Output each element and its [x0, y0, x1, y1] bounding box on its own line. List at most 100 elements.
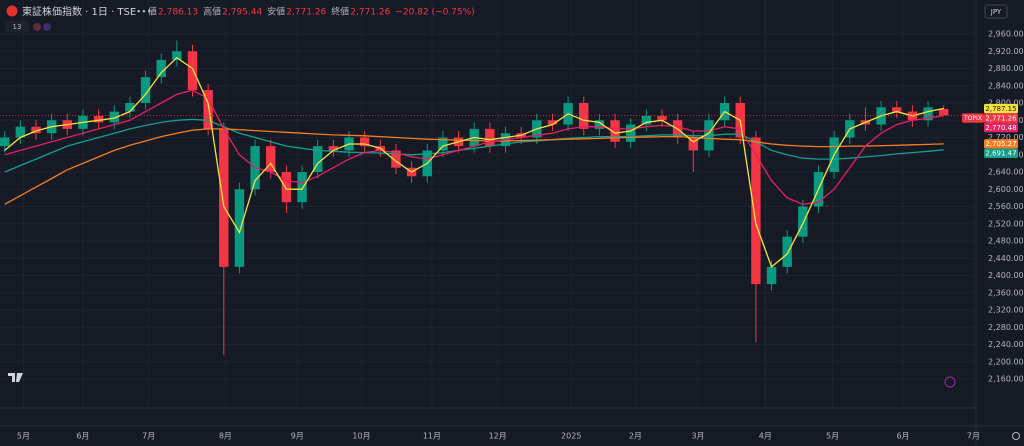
candle-body: [782, 236, 792, 267]
candle: [798, 200, 808, 244]
y-tick-label: 2,720.00: [988, 133, 1024, 142]
candle: [359, 131, 370, 153]
candle-body: [313, 146, 323, 172]
candle-body: [203, 90, 213, 129]
candle-body: [626, 124, 636, 142]
quote-value: 2,795.44: [222, 8, 262, 18]
indicator-icon[interactable]: [33, 23, 41, 31]
quote-label: 値: [148, 6, 157, 18]
price-label-box: [984, 139, 1018, 149]
candle: [219, 122, 229, 356]
candle-body: [328, 146, 339, 151]
x-tick-label: 10月: [352, 432, 370, 441]
y-tick-label: 2,560.00: [988, 202, 1024, 211]
moving-average-line: [4, 128, 944, 205]
price-label: 2,691.47: [985, 150, 1016, 158]
candle-body: [109, 111, 119, 123]
candle-body: [156, 59, 166, 78]
candle-body: [0, 137, 10, 147]
candle-body: [641, 115, 652, 125]
indicator-icon[interactable]: [43, 23, 51, 31]
candle-body: [187, 51, 198, 91]
candle-body: [657, 115, 667, 121]
header: 東証株価指数 · 1日 · TSE ••• 値 2,786.13 高値 2,795.4…: [5, 4, 1008, 32]
x-tick-label: 7月: [967, 432, 980, 441]
price-label: 2,705.27: [985, 140, 1016, 148]
y-tick-label: 2,840.00: [988, 81, 1024, 90]
candle: [391, 143, 401, 175]
price-label-box: [984, 113, 1018, 123]
quote-value: 2,771.26: [350, 8, 390, 18]
candle-body: [266, 146, 276, 172]
candle: [485, 122, 495, 153]
candle: [328, 139, 339, 157]
candle-body: [15, 126, 26, 138]
x-tick-label: 6月: [76, 432, 89, 441]
x-tick-label: 7月: [142, 432, 155, 441]
quote-value: 2,771.26: [286, 8, 326, 18]
y-tick-label: 2,520.00: [988, 219, 1024, 228]
price-label-box: [984, 148, 1018, 159]
candle-body: [93, 115, 104, 123]
settings-icon[interactable]: [1012, 432, 1020, 440]
candle-body: [140, 77, 151, 103]
candle-body: [125, 103, 135, 112]
x-tick-label: 2月: [629, 432, 642, 441]
candle-body: [594, 120, 605, 129]
moving-average-line: [4, 118, 944, 173]
symbol-tag-box: [962, 113, 984, 123]
price-label-box: [984, 122, 1018, 133]
candle-body: [766, 266, 777, 285]
candle-body: [234, 189, 245, 267]
menu-dots[interactable]: •••: [136, 8, 152, 18]
candle: [187, 44, 198, 97]
alert-icon[interactable]: [944, 376, 956, 388]
candle: [140, 70, 151, 110]
y-tick-label: 2,480.00: [988, 237, 1024, 246]
candle: [626, 118, 636, 149]
y-tick-label: 2,440.00: [988, 254, 1024, 263]
symbol: 東証株価指数 · 1日 · TSE: [22, 5, 136, 18]
candle-body: [547, 120, 558, 125]
candle-body: [923, 107, 933, 121]
candle: [939, 104, 949, 116]
x-tick-label: 5月: [826, 432, 839, 441]
candle: [892, 100, 902, 119]
x-tick-label: 11月: [423, 432, 441, 441]
candle-body: [438, 137, 448, 151]
tradingview-logo[interactable]: [8, 373, 23, 382]
candle-body: [219, 128, 229, 267]
price-label-box: [984, 103, 1018, 114]
indicator-count: 13: [13, 23, 22, 31]
quote-label: 高値: [203, 6, 221, 18]
candle: [610, 113, 620, 149]
x-tick-label: 9月: [291, 432, 304, 441]
x-tick-label: 8月: [219, 432, 232, 441]
candle-body: [485, 128, 495, 147]
candle-body: [688, 137, 698, 151]
candle-body: [391, 150, 401, 168]
candle: [203, 83, 213, 136]
x-tick-label: 12月: [489, 432, 507, 441]
candle: [0, 131, 10, 153]
price-label: 2,770.48: [985, 124, 1016, 132]
moving-average-line: [4, 56, 944, 268]
quote-label: 終値: [331, 6, 349, 18]
y-tick-label: 2,200.00: [988, 357, 1024, 366]
quote-label: 安値: [267, 6, 285, 18]
candle-body: [751, 137, 761, 285]
candle-body: [579, 103, 589, 129]
y-tick-label: 2,600.00: [988, 185, 1024, 194]
x-tick-label: 6月: [896, 432, 909, 441]
moving-average-line: [4, 89, 944, 205]
candle: [297, 165, 307, 209]
y-tick-label: 2,640.00: [988, 168, 1024, 177]
currency-box[interactable]: [984, 4, 1008, 19]
candle: [923, 100, 933, 127]
candle: [547, 113, 558, 132]
candle-body: [610, 120, 620, 142]
candle-body: [31, 126, 41, 134]
indicator-toggle[interactable]: [5, 21, 29, 32]
